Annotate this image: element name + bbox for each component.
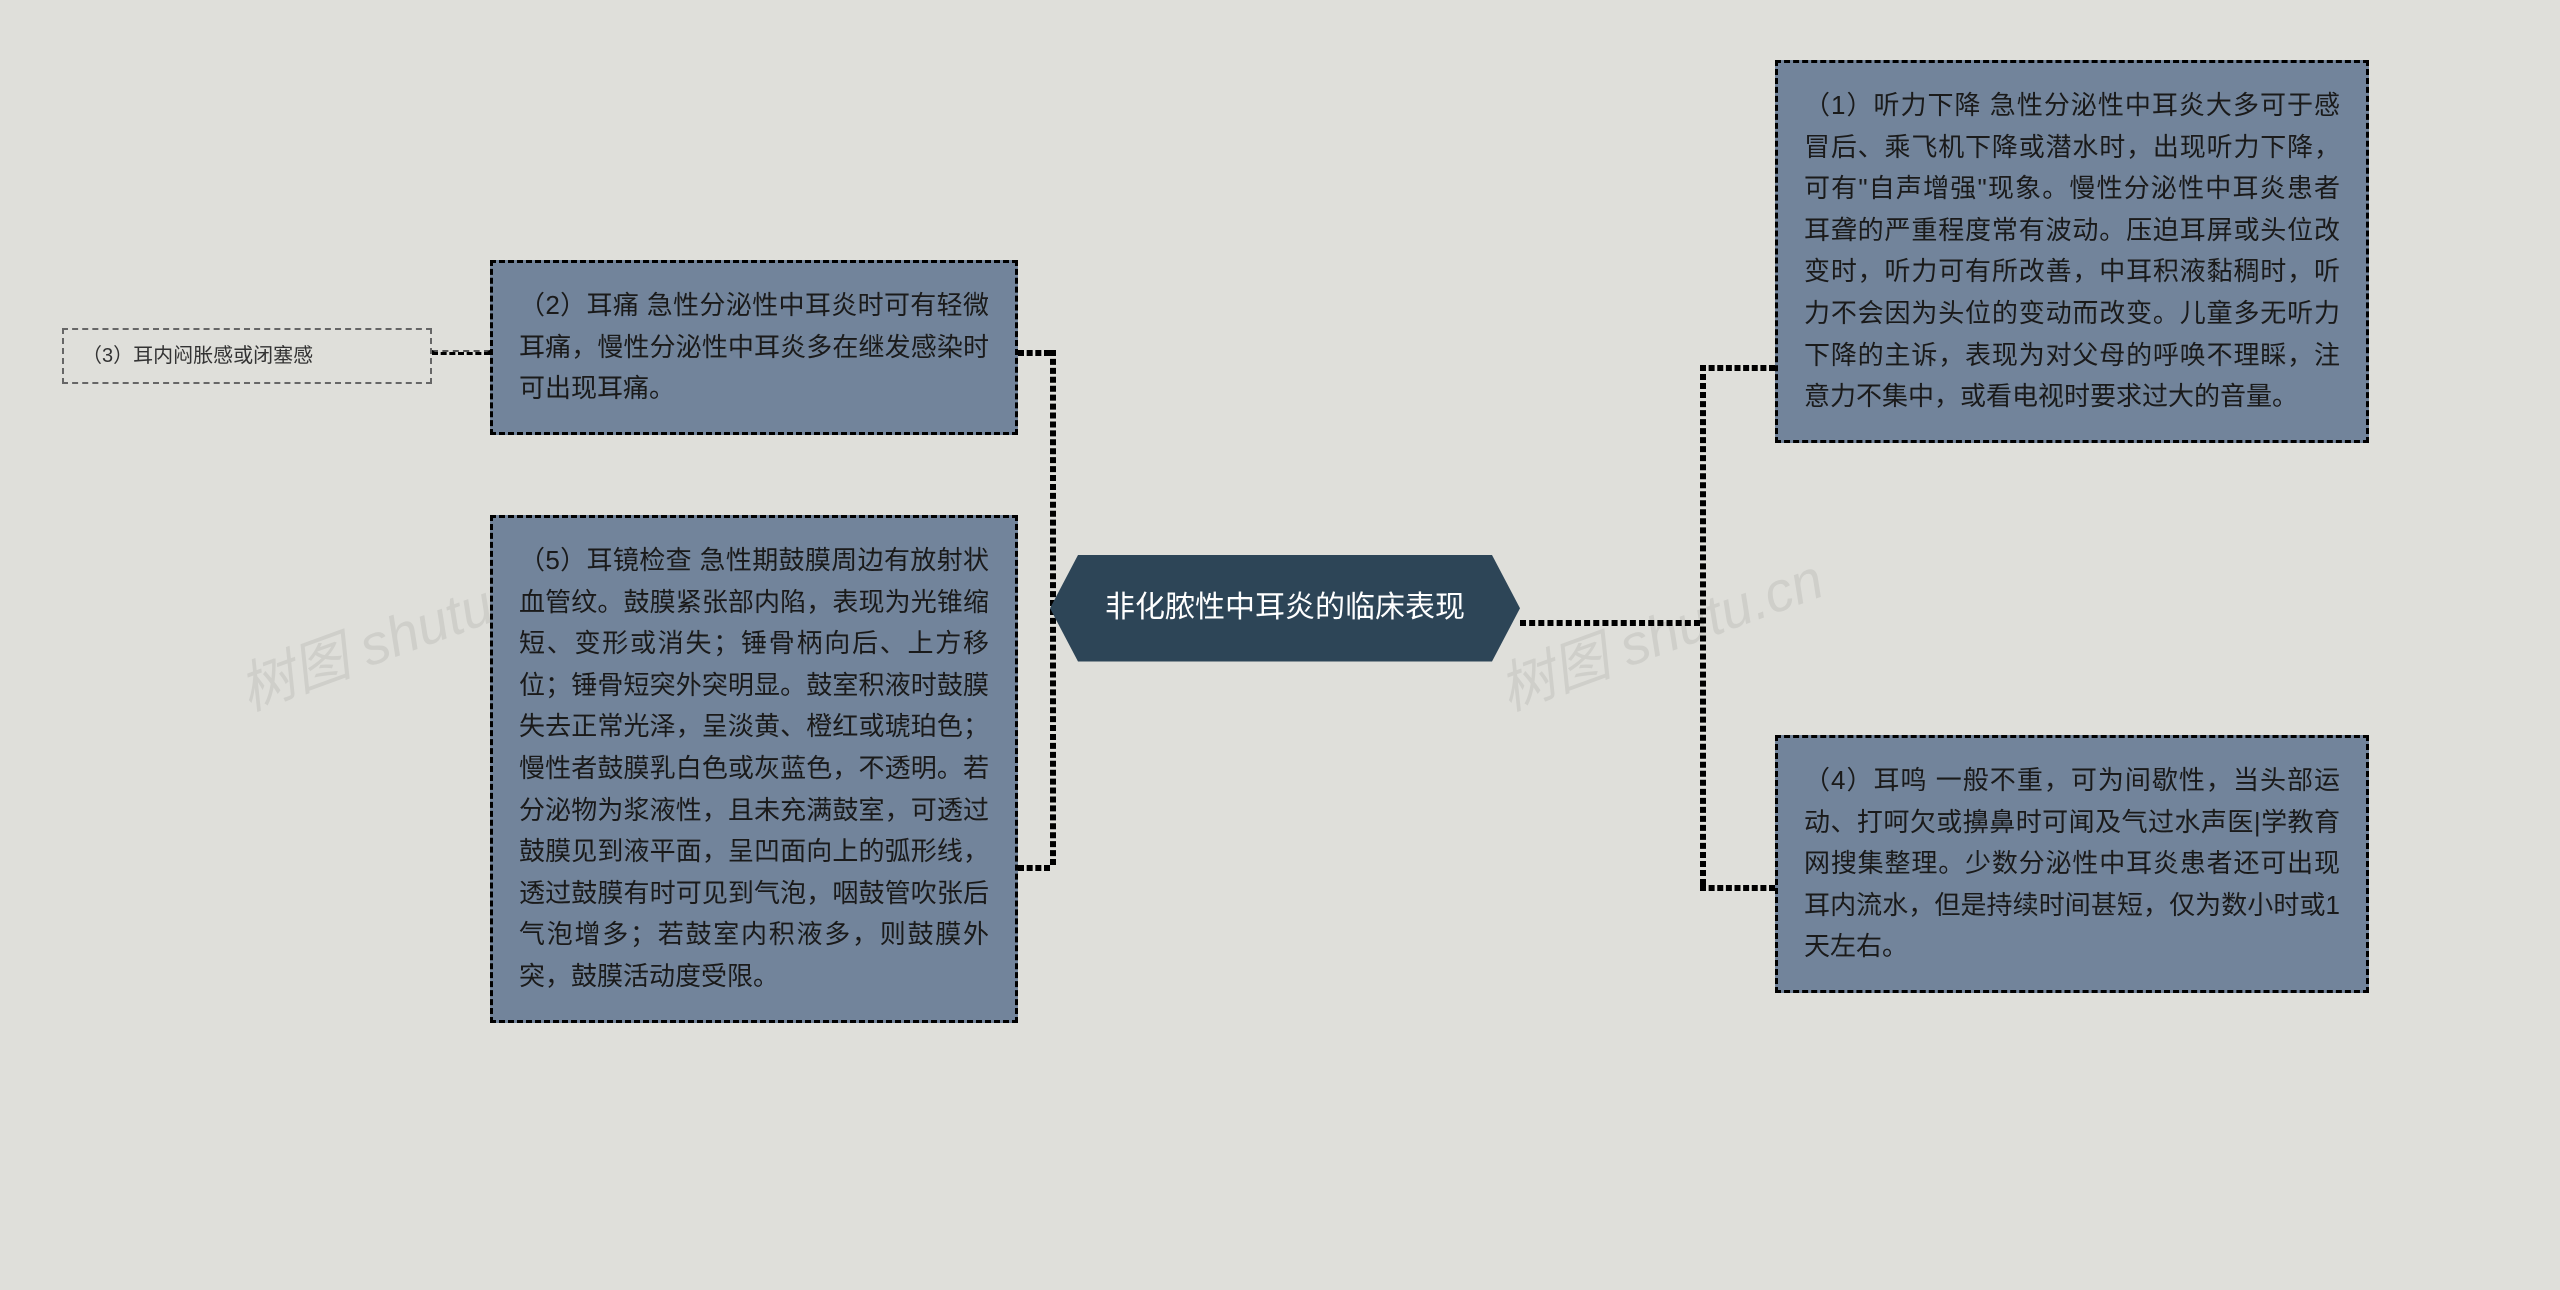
branch-text-1: （1）听力下降 急性分泌性中耳炎大多可于感冒后、乘飞机下降或潜水时，出现听力下降… bbox=[1804, 90, 2340, 411]
watermark-2: 树图 shutu.cn bbox=[1486, 534, 1833, 726]
branch-node-5: （5）耳镜检查 急性期鼓膜周边有放射状血管纹。鼓膜紧张部内陷，表现为光锥缩短、变… bbox=[490, 515, 1018, 1023]
connector-to-node1 bbox=[1700, 365, 1775, 371]
connector-central-right bbox=[1520, 620, 1700, 626]
branch-text-2: （2）耳痛 急性分泌性中耳炎时可有轻微耳痛，慢性分泌性中耳炎多在继发感染时可出现… bbox=[519, 290, 989, 403]
connector-to-node5 bbox=[1018, 865, 1050, 871]
branch-node-2: （2）耳痛 急性分泌性中耳炎时可有轻微耳痛，慢性分泌性中耳炎多在继发感染时可出现… bbox=[490, 260, 1018, 435]
central-node: 非化脓性中耳炎的临床表现 bbox=[1050, 555, 1520, 662]
branch-text-4: （4）耳鸣 一般不重，可为间歇性，当头部运动、打呵欠或擤鼻时可闻及气过水声医|学… bbox=[1804, 765, 2340, 961]
leaf-text-3: （3）耳内闷胀感或闭塞感 bbox=[82, 345, 313, 367]
branch-node-1: （1）听力下降 急性分泌性中耳炎大多可于感冒后、乘飞机下降或潜水时，出现听力下降… bbox=[1775, 60, 2369, 443]
connector-node2-to-node3 bbox=[432, 350, 490, 355]
leaf-node-3: （3）耳内闷胀感或闭塞感 bbox=[62, 328, 432, 384]
branch-node-4: （4）耳鸣 一般不重，可为间歇性，当头部运动、打呵欠或擤鼻时可闻及气过水声医|学… bbox=[1775, 735, 2369, 993]
connector-to-node4 bbox=[1700, 885, 1775, 891]
watermark-text: 树图 shutu.cn bbox=[1491, 547, 1831, 722]
connector-to-node2 bbox=[1018, 350, 1050, 356]
branch-text-5: （5）耳镜检查 急性期鼓膜周边有放射状血管纹。鼓膜紧张部内陷，表现为光锥缩短、变… bbox=[519, 545, 989, 991]
connector-right-stem bbox=[1700, 365, 1706, 885]
central-text: 非化脓性中耳炎的临床表现 bbox=[1105, 591, 1465, 624]
